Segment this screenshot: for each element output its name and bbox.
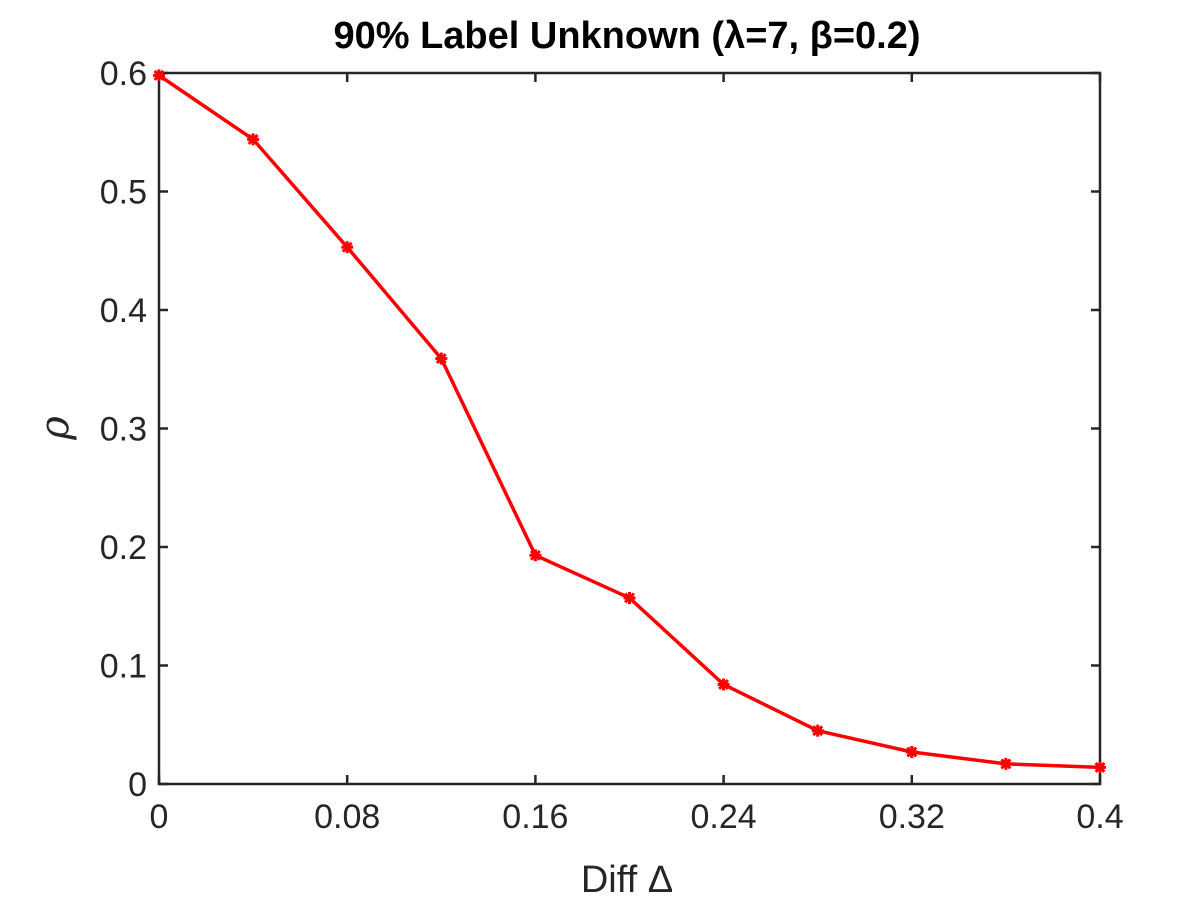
x-axis: 0 0.08 0.16 0.24 0.32 0.4: [150, 73, 1124, 836]
data-point: [153, 69, 165, 82]
data-point: [341, 241, 354, 254]
x-tick-label: 0.4: [1076, 798, 1123, 836]
x-tick-label: 0.24: [691, 798, 757, 836]
series-line: [158, 73, 1101, 770]
series-layer: [153, 69, 1106, 774]
x-tick-label: 0.32: [879, 798, 945, 836]
x-tick-label: 0.08: [314, 798, 380, 836]
y-tick-label: 0.1: [100, 648, 147, 686]
y-axis-label: ρ: [32, 416, 78, 441]
data-point: [435, 352, 448, 365]
data-point: [717, 678, 730, 691]
y-tick-label: 0.5: [100, 174, 147, 212]
x-tick-label: 0.16: [502, 798, 568, 836]
y-tick-label: 0.2: [100, 529, 147, 567]
y-tick-label: 0: [128, 766, 147, 804]
data-point: [811, 724, 824, 737]
axes-frame: [157, 71, 1102, 786]
x-axis-label: Diff Δ: [581, 859, 673, 901]
y-tick-label: 0.3: [100, 411, 147, 449]
data-point: [623, 591, 636, 604]
chart-title: 90% Label Unknown (λ=7, β=0.2): [333, 15, 920, 57]
plot-area: 0 0.08 0.16 0.24 0.32 0.4 0 0.1 0.2 0.3 0.4 0.5 0.6: [100, 55, 1124, 836]
data-point: [1094, 761, 1106, 774]
data-point: [247, 133, 260, 146]
y-tick-label: 0.4: [100, 292, 147, 330]
data-point: [905, 746, 918, 759]
y-axis: 0 0.1 0.2 0.3 0.4 0.5 0.6: [100, 55, 1100, 804]
data-point: [999, 757, 1012, 770]
x-tick-label: 0: [150, 798, 169, 836]
y-tick-label: 0.6: [100, 55, 147, 93]
data-point: [529, 549, 542, 562]
